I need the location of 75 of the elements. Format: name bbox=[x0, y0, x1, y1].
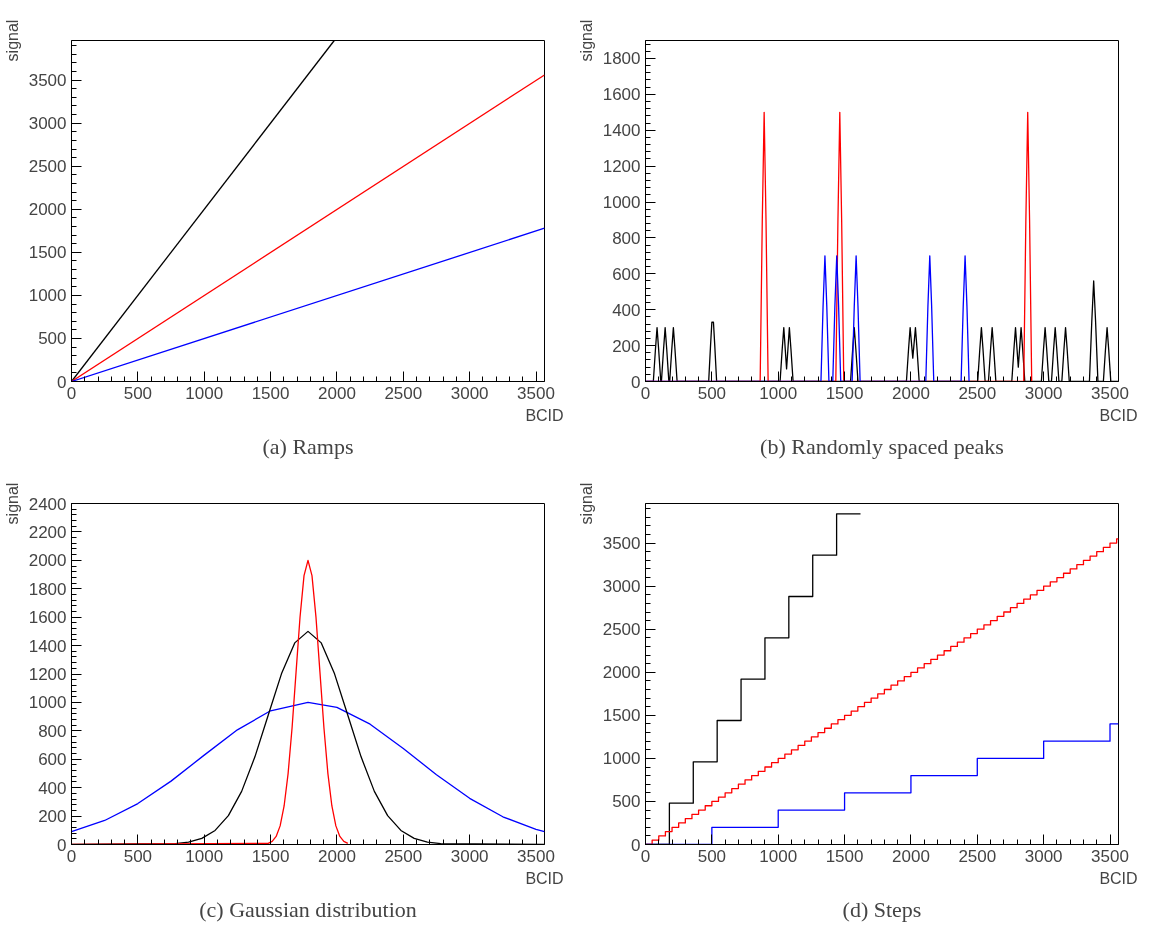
x-tick-label: 3500 bbox=[1091, 846, 1129, 866]
x-axis-title: BCID bbox=[1099, 406, 1138, 424]
y-tick-label: 1000 bbox=[28, 693, 67, 713]
text: (c) Gaussian distribution bbox=[199, 896, 417, 922]
x-tick-label: 1500 bbox=[251, 383, 290, 403]
x-tick-label: 1500 bbox=[825, 846, 864, 866]
y-tick-label: 400 bbox=[38, 778, 67, 798]
y-tick-label: 800 bbox=[38, 721, 67, 741]
x-tick-label: 500 bbox=[123, 846, 153, 866]
y-tick-label: 1000 bbox=[28, 286, 67, 306]
y-tick-label: 500 bbox=[38, 329, 67, 349]
y-tick-label: 1000 bbox=[602, 193, 641, 213]
y-tick-label: 1400 bbox=[602, 121, 641, 141]
x-tick-label: 3000 bbox=[1024, 846, 1063, 866]
x-tick-label: 1000 bbox=[759, 846, 798, 866]
text: (a) Ramps bbox=[262, 433, 354, 459]
x-tick-label: 2000 bbox=[892, 383, 930, 403]
y-tick-label: 3000 bbox=[602, 577, 641, 597]
y-tick-label: 1600 bbox=[602, 85, 641, 105]
y-tick-label: 600 bbox=[612, 264, 641, 284]
x-tick-label: 2500 bbox=[384, 846, 423, 866]
y-tick-label: 200 bbox=[612, 336, 641, 356]
x-tick-label: 2500 bbox=[384, 383, 423, 403]
x-tick-label: 3500 bbox=[1091, 383, 1129, 403]
y-axis-title: signal bbox=[577, 482, 595, 525]
x-tick-label: 500 bbox=[697, 383, 727, 403]
text: (d) Steps bbox=[842, 896, 922, 922]
x-tick-label: 2000 bbox=[892, 846, 930, 866]
y-axis-title: signal bbox=[3, 19, 21, 62]
y-tick-label: 2200 bbox=[28, 522, 67, 542]
y-tick-label: 2000 bbox=[28, 551, 67, 571]
x-tick-label: 1000 bbox=[185, 383, 224, 403]
y-tick-label: 2000 bbox=[28, 200, 67, 220]
y-tick-label: 600 bbox=[38, 750, 67, 770]
y-tick-label: 3500 bbox=[602, 534, 641, 554]
y-tick-label: 1500 bbox=[28, 243, 67, 263]
y-tick-label: 1400 bbox=[28, 636, 67, 656]
x-axis-title: BCID bbox=[525, 406, 564, 424]
x-axis-title: BCID bbox=[1099, 869, 1138, 887]
x-tick-label: 3500 bbox=[517, 846, 555, 866]
x-tick-label: 1000 bbox=[185, 846, 224, 866]
y-tick-label: 1200 bbox=[28, 665, 67, 684]
x-tick-label: 3000 bbox=[450, 383, 489, 403]
text: (b) Randomly spaced peaks bbox=[760, 433, 1004, 459]
x-tick-label: 3500 bbox=[517, 383, 555, 403]
x-tick-label: 2500 bbox=[958, 846, 997, 866]
x-tick-label: 1500 bbox=[251, 846, 290, 866]
y-tick-label: 1200 bbox=[602, 157, 641, 177]
x-tick-label: 2000 bbox=[318, 383, 356, 403]
y-tick-label: 200 bbox=[38, 807, 67, 827]
y-tick-label: 1000 bbox=[602, 749, 641, 769]
x-tick-label: 500 bbox=[123, 383, 153, 403]
y-tick-label: 2000 bbox=[602, 663, 641, 683]
y-tick-label: 2500 bbox=[28, 157, 67, 177]
y-tick-label: 1500 bbox=[602, 706, 641, 726]
y-tick-label: 1800 bbox=[28, 579, 67, 599]
y-tick-label: 1800 bbox=[602, 49, 641, 69]
y-tick-label: 1600 bbox=[28, 608, 67, 628]
x-tick-label: 3000 bbox=[1024, 383, 1063, 403]
y-tick-label: 400 bbox=[612, 300, 641, 320]
x-tick-label: 2000 bbox=[318, 846, 356, 866]
y-tick-label: 2400 bbox=[28, 494, 67, 514]
y-axis-title: signal bbox=[3, 482, 21, 525]
x-tick-label: 3000 bbox=[450, 846, 489, 866]
x-tick-label: 500 bbox=[697, 846, 727, 866]
y-tick-label: 800 bbox=[612, 228, 641, 248]
y-tick-label: 3000 bbox=[28, 114, 67, 134]
y-tick-label: 2500 bbox=[602, 620, 641, 640]
x-tick-label: 1000 bbox=[759, 383, 798, 403]
x-tick-label: 2500 bbox=[958, 383, 997, 403]
x-axis-title: BCID bbox=[525, 869, 564, 887]
y-axis-title: signal bbox=[577, 19, 595, 62]
y-tick-label: 500 bbox=[612, 792, 641, 812]
y-tick-label: 3500 bbox=[28, 71, 67, 91]
x-tick-label: 1500 bbox=[825, 383, 864, 403]
